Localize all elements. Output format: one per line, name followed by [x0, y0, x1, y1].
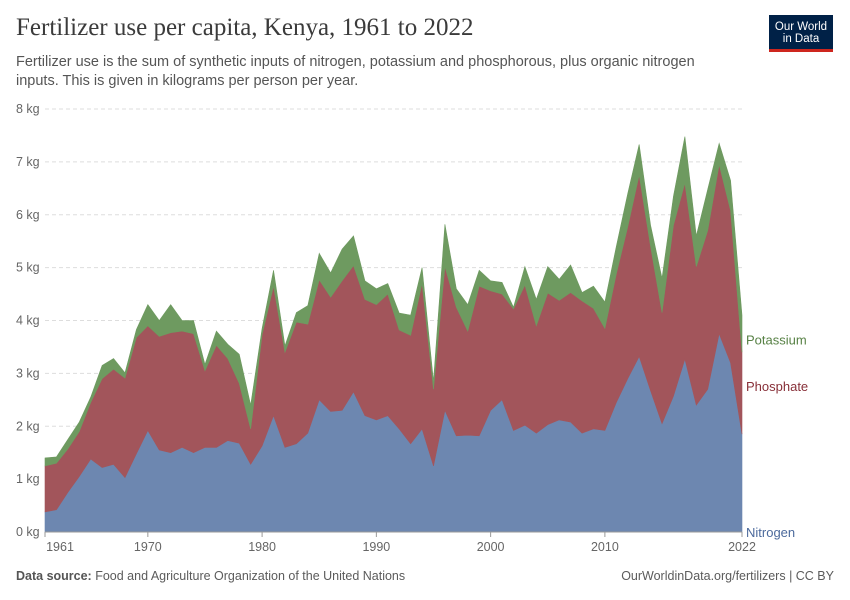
y-tick-label: 0 kg	[16, 525, 40, 539]
y-tick-label: 3 kg	[16, 366, 40, 380]
x-tick-label: 2000	[477, 540, 505, 554]
url-license[interactable]: OurWorldinData.org/fertilizers | CC BY	[621, 569, 834, 583]
x-tick-label: 2010	[591, 540, 619, 554]
x-tick-label: 1990	[362, 540, 390, 554]
data-source: Data source: Food and Agriculture Organi…	[16, 569, 405, 583]
owid-logo[interactable]: Our World in Data	[769, 15, 833, 52]
y-axis-ticks: 0 kg 1 kg 2 kg 3 kg 4 kg 5 kg 6 kg 7 kg 8 kg	[16, 102, 40, 539]
logo-line-2: in Data	[782, 33, 820, 45]
series-label-nitrogen: Nitrogen	[746, 525, 795, 540]
y-tick-label: 7 kg	[16, 155, 40, 169]
x-tick-label: 2022	[728, 540, 756, 554]
y-tick-label: 6 kg	[16, 208, 40, 222]
x-axis: 1961 1970 1980 1990 2000 2010 2022	[44, 531, 756, 554]
x-tick-label: 1970	[134, 540, 162, 554]
series-labels: Nitrogen Phosphate Potassium	[746, 333, 808, 540]
data-source-label: Data source:	[16, 569, 92, 583]
y-tick-label: 8 kg	[16, 102, 40, 116]
chart-title: Fertilizer use per capita, Kenya, 1961 t…	[16, 14, 474, 41]
x-tick-label: 1980	[248, 540, 276, 554]
logo-line-1: Our World	[774, 21, 828, 33]
y-tick-label: 1 kg	[16, 472, 40, 486]
data-source-text: Food and Agriculture Organization of the…	[95, 569, 406, 583]
y-tick-label: 2 kg	[16, 419, 40, 433]
y-tick-label: 4 kg	[16, 314, 40, 328]
x-tick-label: 1961	[46, 540, 74, 554]
series-label-phosphate: Phosphate	[746, 379, 808, 394]
y-tick-label: 5 kg	[16, 261, 40, 275]
area-series	[44, 136, 743, 533]
area-potassium[interactable]	[44, 136, 743, 467]
series-label-potassium: Potassium	[746, 333, 807, 348]
chart-subtitle: Fertilizer use is the sum of synthetic i…	[16, 54, 695, 89]
